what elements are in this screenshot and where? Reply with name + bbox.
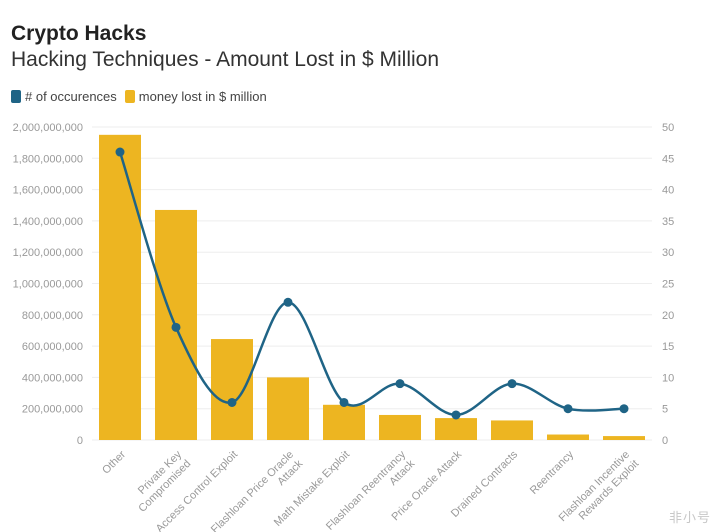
y-tick-left: 1,200,000,000 xyxy=(13,247,83,259)
y-tick-right: 35 xyxy=(662,216,674,228)
line-point xyxy=(171,322,181,332)
y-tick-right: 5 xyxy=(662,404,668,416)
line-point xyxy=(339,397,349,407)
y-tick-right: 20 xyxy=(662,310,674,322)
legend-item-money[interactable]: money lost in $ million xyxy=(124,89,267,104)
y-tick-right: 0 xyxy=(662,435,668,447)
y-tick-right: 45 xyxy=(662,153,674,165)
y-tick-left: 1,400,000,000 xyxy=(13,216,83,228)
y-tick-left: 600,000,000 xyxy=(22,341,83,353)
bar xyxy=(99,134,141,440)
y-tick-left: 2,000,000,000 xyxy=(13,122,83,134)
y-tick-right: 30 xyxy=(662,247,674,259)
legend-label-money: money lost in $ million xyxy=(138,89,267,104)
chart-subtitle: Hacking Techniques - Amount Lost in $ Mi… xyxy=(11,48,440,71)
y-tick-left: 800,000,000 xyxy=(22,310,83,322)
y-tick-left: 1,800,000,000 xyxy=(13,153,83,165)
line-point xyxy=(115,147,125,157)
y-tick-left: 0 xyxy=(77,435,83,447)
line-point xyxy=(283,297,293,307)
bar xyxy=(379,414,421,440)
bar xyxy=(211,339,253,440)
y-tick-right: 10 xyxy=(662,372,674,384)
bar xyxy=(491,420,533,440)
x-tick-label: Other xyxy=(100,448,128,476)
line-point xyxy=(227,397,237,407)
chart-title: Crypto Hacks xyxy=(11,22,147,45)
line-point xyxy=(395,379,405,389)
legend-swatch-occurrences xyxy=(11,90,21,103)
legend-swatch-money xyxy=(124,90,135,103)
legend-label-occurrences: # of occurences xyxy=(25,89,117,104)
line-point xyxy=(563,404,573,414)
bar xyxy=(323,404,365,440)
line-point xyxy=(619,404,629,414)
y-tick-left: 1,000,000,000 xyxy=(13,279,83,291)
bar xyxy=(267,377,309,440)
bar xyxy=(547,434,589,440)
y-tick-left: 1,600,000,000 xyxy=(13,185,83,197)
y-tick-left: 200,000,000 xyxy=(22,404,83,416)
y-tick-right: 25 xyxy=(662,279,674,291)
line-point xyxy=(507,379,517,389)
bar xyxy=(435,418,477,440)
x-tick-label: Reentrancy xyxy=(528,448,577,497)
y-tick-left: 400,000,000 xyxy=(22,372,83,384)
line-point xyxy=(451,410,461,420)
y-tick-right: 40 xyxy=(662,185,674,197)
y-tick-right: 15 xyxy=(662,341,674,353)
legend: # of occurences money lost in $ million xyxy=(11,89,275,104)
watermark: 非小号 xyxy=(668,510,711,525)
y-tick-right: 50 xyxy=(662,122,674,134)
bar xyxy=(603,436,645,440)
legend-item-occurrences[interactable]: # of occurences xyxy=(11,89,117,104)
